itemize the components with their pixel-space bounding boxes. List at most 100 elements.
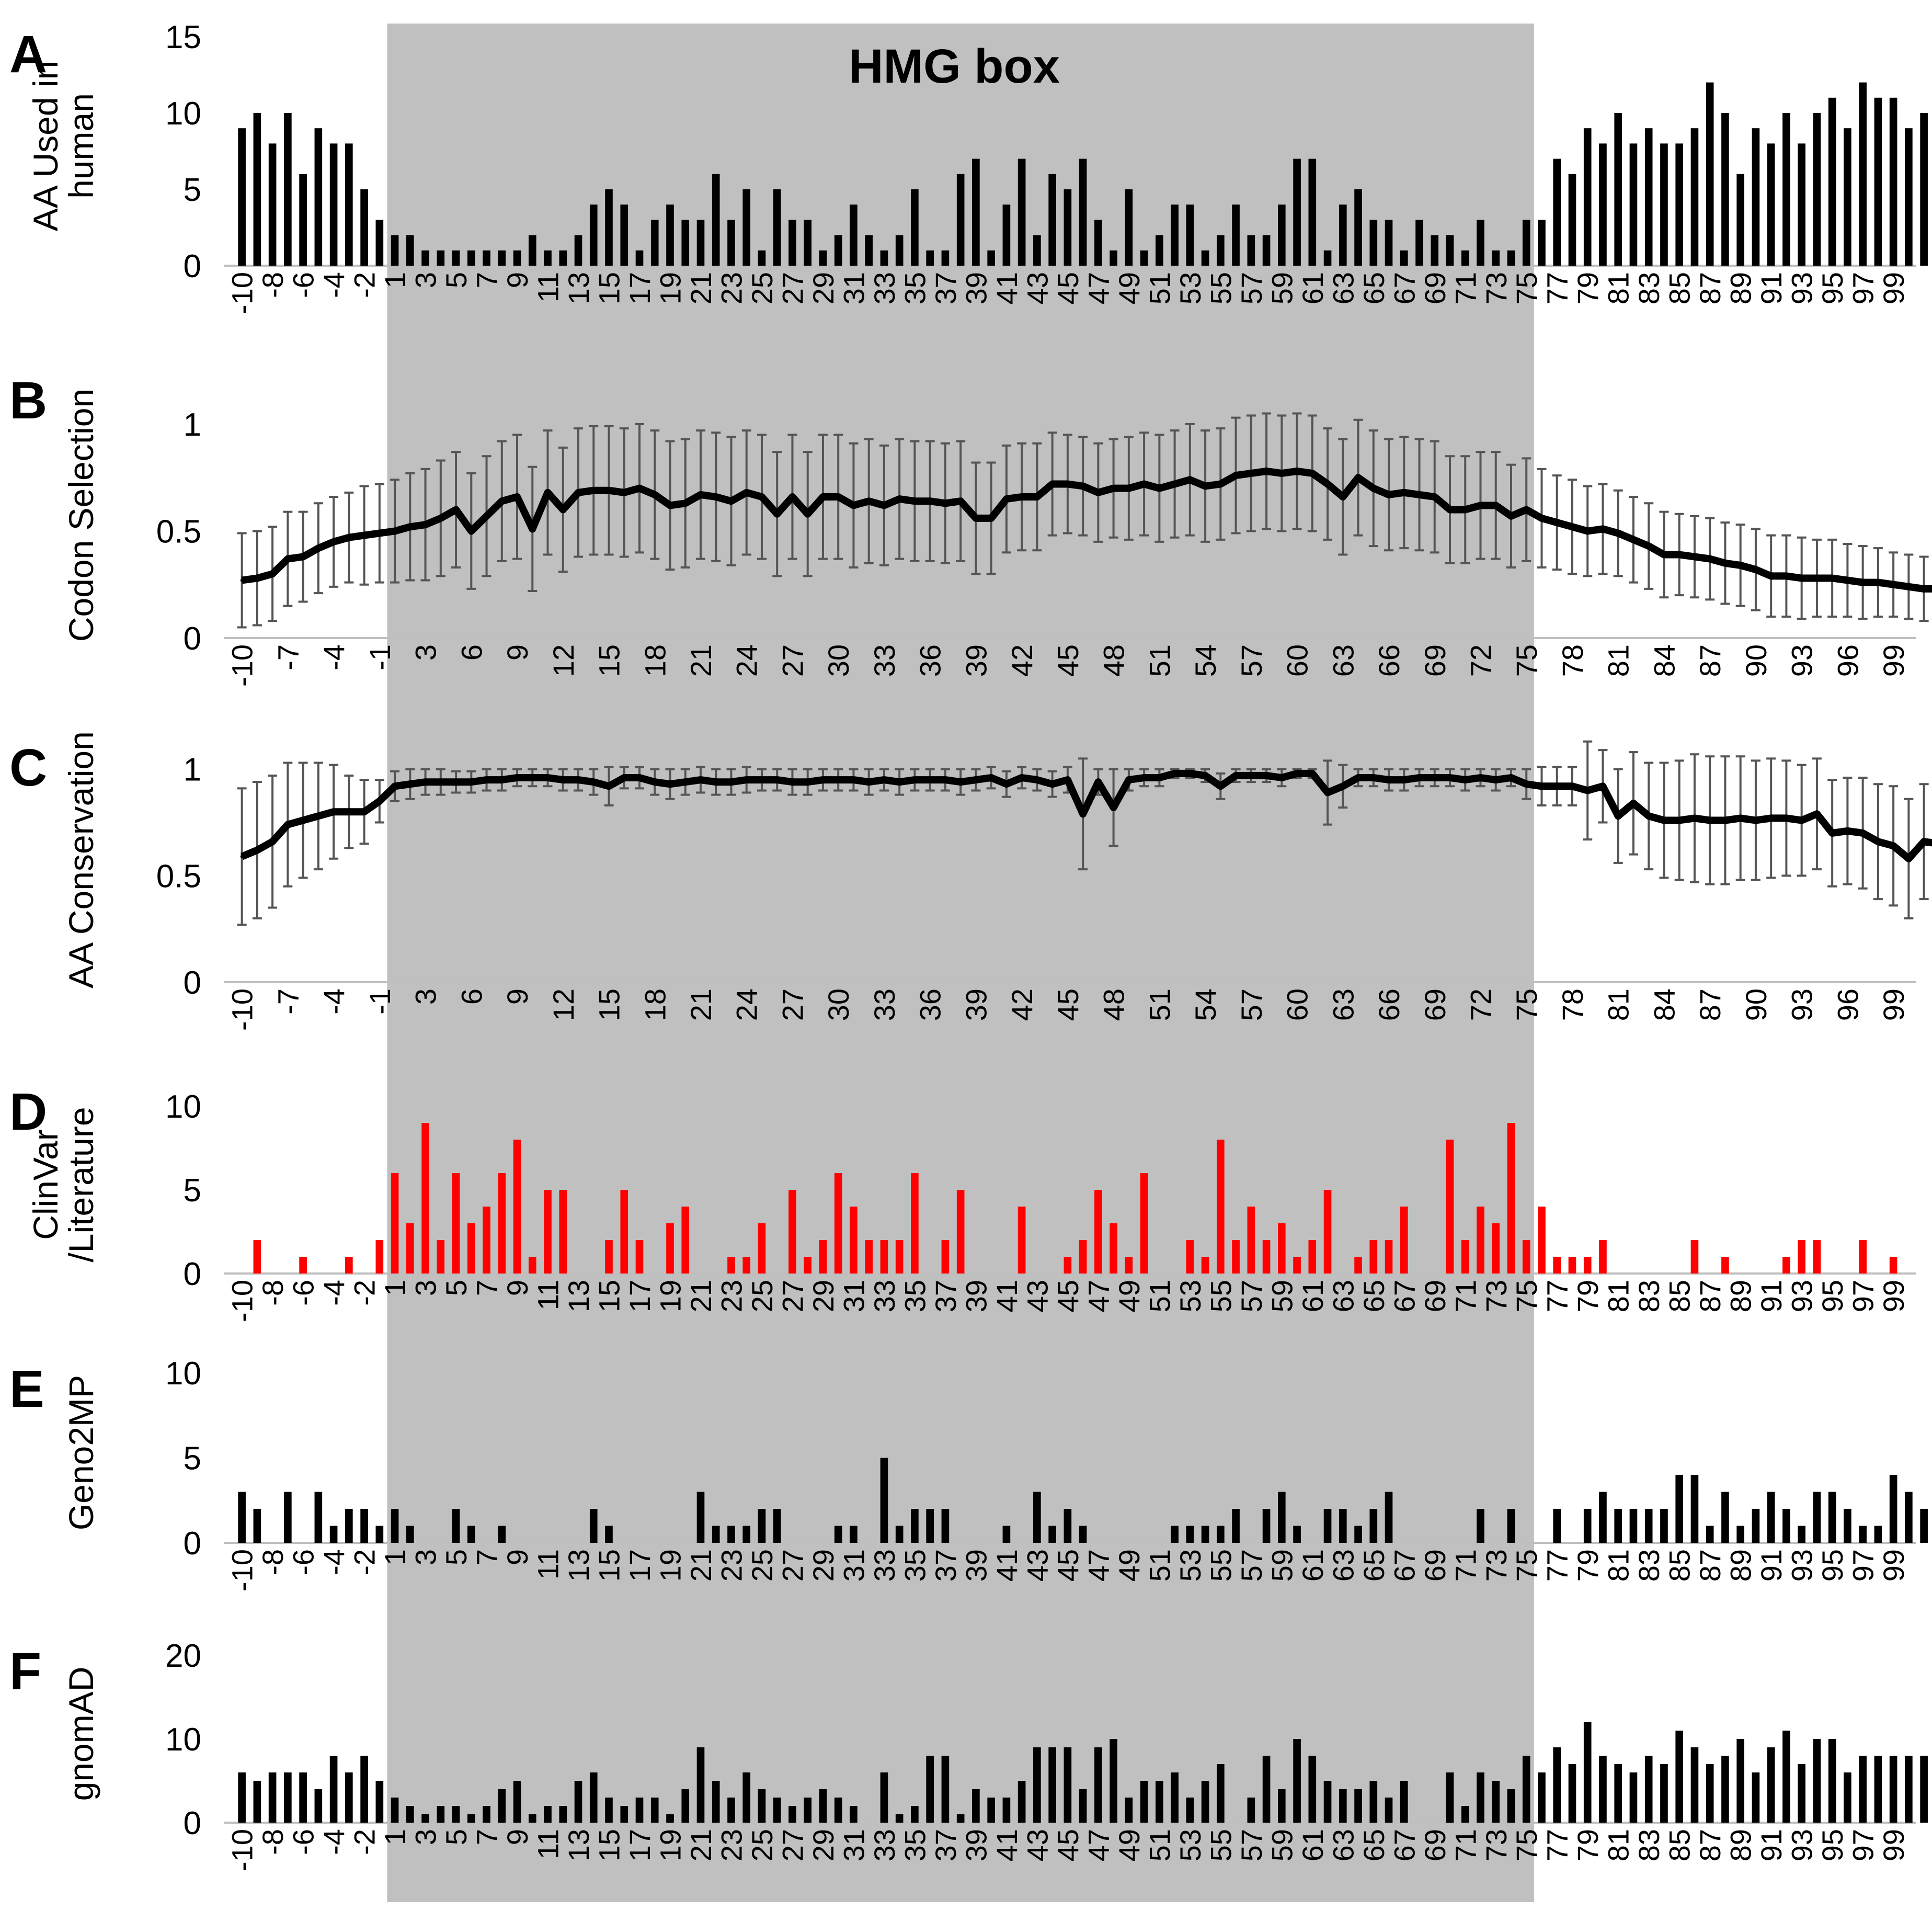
bar-A-pos-23	[727, 220, 735, 266]
x-tick-label-A: 67	[1388, 272, 1421, 304]
x-tick-label-A: 81	[1602, 272, 1635, 304]
bar-A-pos-54	[1201, 250, 1209, 266]
bar-F-pos--2	[360, 1756, 368, 1823]
bar-A-pos-68	[1415, 220, 1423, 266]
bar-E-pos-46	[1079, 1526, 1087, 1543]
x-tick-label-D: 5	[440, 1280, 473, 1296]
data-point-B-pos-51	[1158, 486, 1161, 490]
bar-A-pos-57	[1247, 235, 1255, 266]
x-tick-label-D: 71	[1449, 1280, 1482, 1312]
x-tick-label-E: 91	[1755, 1549, 1788, 1582]
bar-E-pos-44	[1048, 1526, 1056, 1543]
bar-E-pos-77	[1553, 1509, 1561, 1543]
panel-D: DClinVar/Literature0510-10-8-6-4-2135791…	[9, 1083, 1916, 1322]
bar-A-pos-73	[1492, 250, 1500, 266]
bar-A-pos-25	[758, 250, 766, 266]
x-tick-label-D: 11	[532, 1280, 565, 1310]
x-tick-label-F: 19	[654, 1829, 687, 1861]
bar-F-pos--3	[345, 1772, 353, 1823]
bar-F-pos-29	[819, 1789, 827, 1823]
data-point-C-pos-99	[1892, 844, 1895, 848]
bar-D-pos-9	[513, 1140, 521, 1274]
x-tick-label-D: -10	[226, 1280, 259, 1322]
bar-F-pos-75	[1522, 1756, 1530, 1823]
x-tick-label-F: 85	[1663, 1829, 1696, 1861]
data-point-C-pos-11	[546, 776, 550, 780]
x-tick-label-A: 87	[1694, 272, 1727, 304]
data-point-B-pos-59	[1280, 472, 1284, 475]
data-point-B-pos-39	[974, 516, 978, 520]
bar-D-pos-28	[804, 1257, 812, 1274]
bar-F-pos--9	[253, 1781, 261, 1823]
bar-A-pos--3	[345, 143, 353, 266]
bar-A-pos-12	[559, 250, 567, 266]
x-tick-label-C: 54	[1189, 988, 1222, 1021]
bar-F-pos-8	[498, 1789, 506, 1823]
data-point-B-pos-78	[1570, 525, 1574, 529]
x-tick-label-E: 27	[776, 1549, 809, 1582]
bar-E-pos-86	[1690, 1475, 1699, 1543]
x-tick-label-D: 57	[1235, 1280, 1268, 1312]
data-point-C-pos-79	[1586, 789, 1590, 792]
bar-A-pos-42	[1018, 158, 1026, 266]
bar-F-pos-48	[1110, 1739, 1117, 1823]
x-tick-label-E: 69	[1419, 1549, 1451, 1582]
data-point-B-pos-49	[1127, 486, 1130, 490]
bar-A-pos-28	[804, 220, 812, 266]
data-point-B-pos-62	[1326, 482, 1330, 486]
x-tick-label-B: 93	[1786, 644, 1819, 677]
x-tick-label-B: 36	[914, 644, 947, 677]
x-tick-label-B: 96	[1831, 644, 1864, 677]
data-point-C-pos-95	[1831, 831, 1834, 835]
bar-A-pos-17	[635, 250, 644, 266]
data-point-B-pos-63	[1341, 495, 1345, 498]
x-tick-label-B: 6	[455, 644, 488, 661]
x-tick-label-A: 3	[409, 272, 442, 288]
bar-E-pos-25	[758, 1509, 766, 1543]
bar-D-pos-2	[406, 1223, 414, 1274]
data-point-C-pos-77	[1555, 785, 1559, 788]
data-point-C-pos-100	[1907, 857, 1911, 860]
x-tick-label-D: 95	[1816, 1280, 1849, 1312]
data-point-B-pos-65	[1371, 486, 1375, 490]
bar-A-pos-2	[406, 235, 414, 266]
x-tick-label-D: 23	[715, 1280, 748, 1312]
x-tick-label-D: 83	[1632, 1280, 1665, 1312]
data-point-B-pos-99	[1892, 583, 1895, 586]
bar-A-pos-99	[1889, 97, 1897, 266]
x-tick-label-D: 77	[1541, 1280, 1574, 1312]
data-point-C-pos-34	[898, 780, 901, 784]
x-tick-label-E: -8	[256, 1549, 289, 1575]
bar-F-pos-83	[1644, 1756, 1653, 1823]
bar-F-pos-62	[1323, 1781, 1332, 1823]
x-tick-label-F: 87	[1694, 1829, 1727, 1861]
bar-E-pos-60	[1293, 1526, 1301, 1543]
x-tick-label-F: 57	[1235, 1829, 1268, 1861]
bar-A-pos--2	[360, 189, 368, 266]
data-point-C-pos-61	[1310, 771, 1314, 775]
x-tick-label-A: 89	[1724, 272, 1757, 304]
x-tick-label-D: 13	[562, 1280, 595, 1312]
data-point-C-pos-52	[1173, 771, 1176, 775]
data-point-B-pos-20	[683, 502, 687, 505]
bar-F-pos-25	[758, 1789, 766, 1823]
bar-A-pos--5	[314, 128, 323, 266]
x-tick-label-E: 57	[1235, 1549, 1268, 1582]
x-tick-label-D: 41	[990, 1280, 1023, 1312]
x-tick-label-D: 99	[1877, 1280, 1910, 1312]
x-tick-label-D: 47	[1082, 1280, 1115, 1312]
bar-A-pos-18	[650, 220, 659, 266]
bar-A-pos-undefined	[1920, 113, 1928, 266]
y-tick-label-A: 5	[184, 172, 201, 208]
data-point-C-pos-22	[714, 780, 718, 784]
x-tick-label-D: 21	[684, 1280, 717, 1312]
data-point-B-pos-61	[1310, 472, 1314, 475]
bar-F-pos--8	[268, 1772, 277, 1823]
data-point-B-pos--3	[347, 536, 351, 539]
x-tick-label-B: 99	[1877, 644, 1910, 677]
x-tick-label-C: 78	[1556, 988, 1589, 1021]
data-point-B-pos-29	[821, 495, 825, 498]
x-tick-label-A: 69	[1419, 272, 1451, 304]
data-point-B-pos-83	[1647, 544, 1651, 548]
x-tick-label-D: 67	[1388, 1280, 1421, 1312]
